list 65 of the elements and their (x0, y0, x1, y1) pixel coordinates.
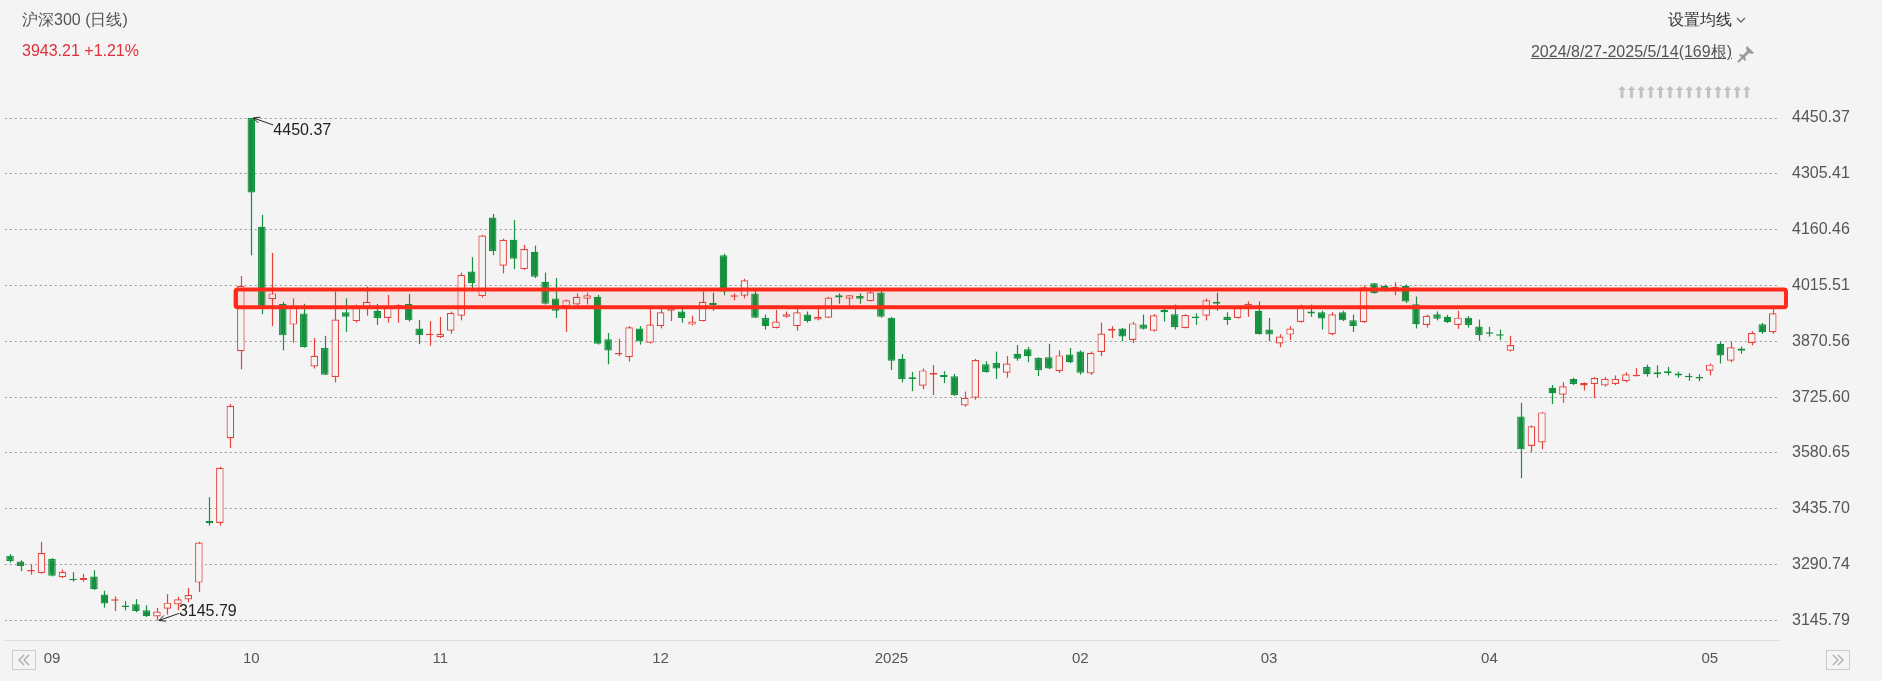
candlestick (520, 244, 528, 271)
candlestick (499, 238, 507, 274)
x-tick-label: 2025 (874, 649, 909, 667)
y-tick-label: 3145.79 (1792, 610, 1850, 628)
x-tick-label: 11 (432, 649, 448, 667)
x-tick-label: 09 (43, 649, 61, 667)
candlestick (1317, 310, 1326, 331)
candlestick (992, 350, 1001, 380)
candlestick (1475, 318, 1483, 342)
candlestick (289, 297, 298, 344)
x-tick-label: 04 (1481, 649, 1498, 667)
candlestick (1328, 311, 1336, 336)
candlestick (37, 541, 46, 575)
candlestick (656, 306, 665, 330)
candlestick (1716, 341, 1725, 365)
y-tick-label: 4015.51 (1792, 275, 1850, 293)
candlestick (90, 569, 98, 591)
y-tick-label: 4160.46 (1792, 220, 1850, 238)
candlestick (436, 316, 444, 339)
y-tick-label: 3435.70 (1792, 499, 1850, 517)
candlestick (467, 256, 476, 289)
candlestick (1076, 349, 1085, 376)
x-tick-label: 10 (243, 649, 260, 667)
text: 设置均线 (1668, 10, 1732, 30)
candlestick (1590, 376, 1599, 399)
candlestick (793, 308, 801, 332)
candlestick (1454, 310, 1462, 330)
x-tick-label: 12 (652, 649, 669, 667)
y-tick-label: 3290.74 (1792, 555, 1850, 573)
candlestick (1055, 349, 1064, 374)
candlestick (1034, 356, 1043, 377)
candlestick (342, 297, 350, 333)
candlestick (1727, 341, 1735, 363)
candlestick (604, 332, 612, 365)
candlestick (919, 367, 927, 390)
candlestick (898, 353, 906, 383)
candlestick (530, 245, 539, 279)
candlestick (635, 325, 644, 346)
candlestick (163, 593, 172, 616)
candlestick (1254, 300, 1263, 336)
y-tick-label: 3725.60 (1792, 387, 1850, 405)
annotation: 4450.37 (273, 121, 332, 139)
candlestick (950, 373, 959, 397)
candlestick (509, 219, 518, 270)
candlestick (1548, 384, 1557, 405)
chart-subtitle: 3943.21 +1.21% (22, 42, 139, 60)
text: 2024/8/27-2025/5/14(169根) (1530, 42, 1732, 62)
candlestick (1003, 355, 1011, 379)
candlestick (1559, 381, 1567, 404)
x-tick-label: 02 (1071, 649, 1089, 667)
candlestick (1527, 424, 1536, 453)
candlestick (310, 337, 319, 370)
x-tick-label: 05 (1701, 649, 1719, 667)
chart-title: 沪深300 (日线) (22, 10, 128, 30)
y-tick-label: 4305.41 (1792, 164, 1850, 182)
candlestick (1097, 322, 1106, 357)
y-tick-label: 3870.56 (1792, 331, 1850, 349)
candlestick (1086, 350, 1095, 376)
y-tick-label: 4450.37 (1792, 108, 1850, 126)
candlestick (446, 310, 455, 335)
candlestick (1128, 321, 1137, 344)
x-tick-label: 03 (1260, 649, 1278, 667)
candlestick (373, 303, 382, 326)
y-tick-label: 3580.65 (1792, 443, 1850, 461)
annotation: 3145.79 (178, 601, 237, 619)
